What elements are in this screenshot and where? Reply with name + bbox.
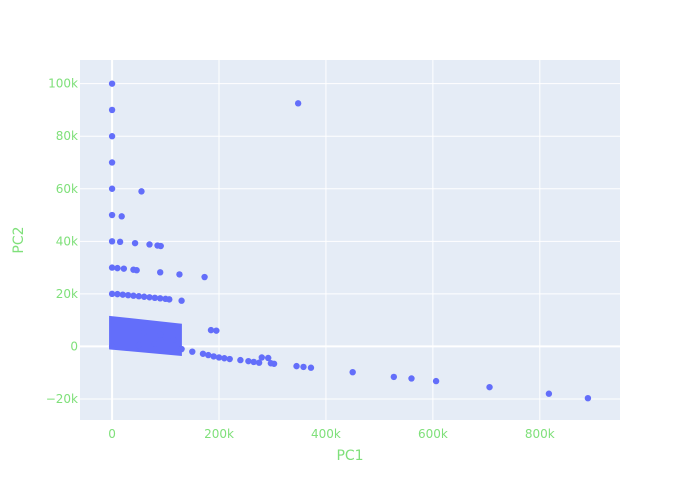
data-point xyxy=(108,211,116,219)
data-point xyxy=(140,293,148,300)
data-point xyxy=(486,383,493,391)
data-point xyxy=(108,343,116,350)
y-tick-labels: −20k 0 20k 40k 60k 80k 100k xyxy=(46,77,78,406)
plot-background xyxy=(80,60,620,420)
data-point xyxy=(258,354,265,361)
x-tick-label: 200k xyxy=(204,427,234,441)
data-point xyxy=(584,394,592,402)
data-point xyxy=(205,351,212,359)
data-point xyxy=(131,239,139,247)
data-point xyxy=(264,354,272,362)
data-point xyxy=(108,290,116,298)
data-point xyxy=(116,238,124,246)
data-point xyxy=(120,265,128,272)
data-point xyxy=(108,106,116,114)
y-tick-label: 60k xyxy=(56,182,78,196)
data-point xyxy=(162,334,169,341)
data-point xyxy=(189,348,196,355)
data-point xyxy=(108,264,116,271)
data-point xyxy=(213,327,220,334)
data-point xyxy=(199,350,207,357)
data-point xyxy=(250,358,257,366)
data-point xyxy=(201,273,208,281)
data-point xyxy=(178,345,185,353)
data-point xyxy=(545,390,553,397)
data-point xyxy=(294,100,302,107)
data-point xyxy=(156,331,164,338)
data-point xyxy=(226,355,233,363)
dense-band-area xyxy=(109,315,182,356)
data-point xyxy=(237,356,244,364)
data-point xyxy=(432,377,440,385)
data-point xyxy=(114,290,121,298)
data-point xyxy=(255,359,263,366)
y-tick-label: −20k xyxy=(46,392,78,406)
data-point xyxy=(133,267,140,274)
data-point xyxy=(140,328,148,336)
data-point xyxy=(157,242,164,250)
data-point xyxy=(215,354,223,361)
data-point xyxy=(138,188,145,195)
data-point xyxy=(207,326,215,334)
data-point xyxy=(114,264,121,272)
y-tick-label: 20k xyxy=(56,287,78,301)
data-point xyxy=(146,294,153,301)
data-point xyxy=(178,297,185,304)
y-tick-label: 80k xyxy=(56,129,78,143)
y-tick-label: 40k xyxy=(56,234,78,248)
y-tick-label: 0 xyxy=(70,339,78,353)
data-point xyxy=(170,336,177,344)
x-tick-label: 400k xyxy=(311,427,341,441)
data-points xyxy=(108,80,592,402)
data-point xyxy=(135,293,143,300)
dense-point-band xyxy=(109,315,182,356)
data-point xyxy=(108,159,116,166)
data-point xyxy=(130,292,137,299)
data-point xyxy=(307,364,315,371)
data-point xyxy=(108,80,116,87)
data-point xyxy=(108,238,116,245)
x-tick-label: 0 xyxy=(108,427,116,441)
x-axis-title: PC1 xyxy=(336,448,363,464)
data-point xyxy=(118,213,125,220)
data-point xyxy=(300,363,307,371)
data-point xyxy=(156,269,164,276)
data-point xyxy=(119,291,126,298)
data-point xyxy=(151,294,159,302)
data-point xyxy=(151,340,159,347)
y-tick-label: 100k xyxy=(48,77,78,91)
data-point xyxy=(146,241,153,248)
data-point xyxy=(349,368,356,376)
data-point xyxy=(221,355,228,362)
data-point xyxy=(176,271,183,278)
data-point xyxy=(135,341,143,349)
data-point xyxy=(390,373,398,381)
x-tick-labels: 0 200k 400k 600k 800k xyxy=(108,427,555,441)
data-point xyxy=(408,375,415,382)
data-point xyxy=(108,185,116,192)
data-point xyxy=(270,360,278,367)
data-point xyxy=(108,133,116,140)
x-tick-label: 800k xyxy=(525,427,555,441)
data-point xyxy=(156,295,164,302)
data-point xyxy=(210,353,217,360)
data-point xyxy=(166,296,173,303)
x-tick-label: 600k xyxy=(418,427,448,441)
y-axis-title: PC2 xyxy=(11,226,27,253)
data-point xyxy=(245,357,252,365)
data-point xyxy=(124,291,132,299)
data-point xyxy=(293,362,300,370)
